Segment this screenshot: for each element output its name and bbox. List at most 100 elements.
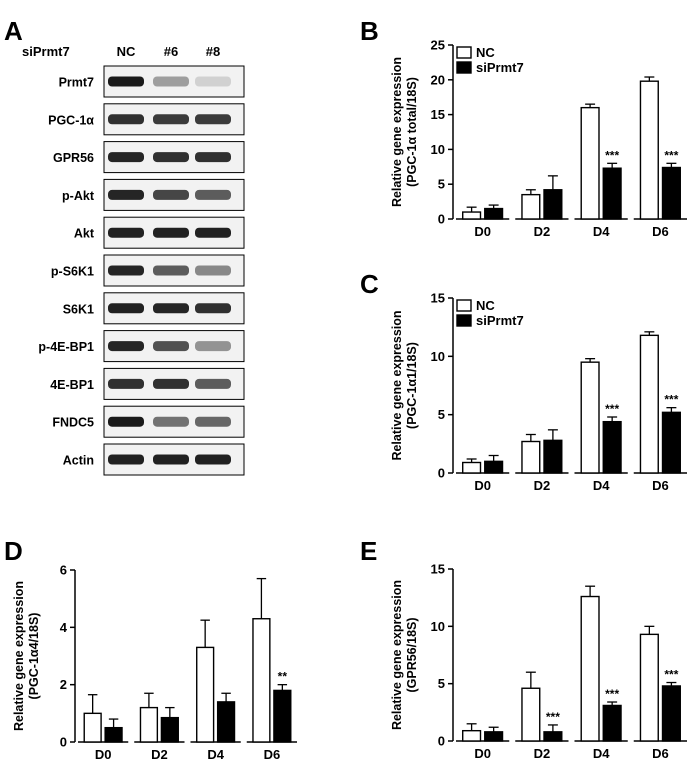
blot-band <box>153 341 189 352</box>
significance-mark: *** <box>605 687 619 701</box>
blot-band <box>108 227 144 238</box>
y-tick-label: 5 <box>438 676 445 691</box>
y-tick-label: 5 <box>438 177 445 192</box>
y-tick-label: 2 <box>60 677 67 692</box>
band-label: p-S6K1 <box>51 265 94 279</box>
bar-nc <box>580 106 600 220</box>
x-tick-label: D0 <box>95 747 112 762</box>
blot-band <box>153 227 189 238</box>
blot-band <box>195 227 231 238</box>
bar-siprmt7 <box>543 439 563 474</box>
bar-nc <box>83 712 102 743</box>
legend-swatch <box>456 61 472 74</box>
x-tick-label: D2 <box>534 746 551 761</box>
bar-nc <box>139 706 159 743</box>
y-tick-label: 0 <box>438 212 445 227</box>
blot-band <box>195 265 231 276</box>
bar-siprmt7 <box>484 207 504 220</box>
bar-siprmt7 <box>661 685 681 742</box>
band-label: S6K1 <box>63 302 94 316</box>
legend-label: siPrmt7 <box>476 60 524 75</box>
panel-label: D <box>4 536 23 566</box>
panel-label-a: A <box>4 16 23 46</box>
lane-label: #6 <box>164 44 178 59</box>
legend-swatch <box>456 299 472 312</box>
blot-band <box>153 454 189 465</box>
y-tick-label: 15 <box>431 291 445 306</box>
band-label: 4E-BP1 <box>50 378 94 392</box>
band-label: p-4E-BP1 <box>38 340 94 354</box>
y-axis-label: Relative gene expression <box>12 581 26 731</box>
bar-nc <box>580 595 600 742</box>
y-tick-label: 20 <box>431 72 445 87</box>
significance-mark: *** <box>546 710 560 724</box>
significance-mark: *** <box>664 148 678 162</box>
bar-siprmt7 <box>273 689 292 743</box>
x-tick-label: D4 <box>593 224 610 239</box>
x-tick-label: D4 <box>207 747 224 762</box>
blot-band <box>108 114 144 125</box>
bar-siprmt7 <box>216 701 236 743</box>
y-tick-label: 5 <box>438 407 445 422</box>
y-axis-label-sub: (PGC-1α1/18S) <box>405 342 419 429</box>
bar-nc <box>639 633 659 742</box>
band-label: p-Akt <box>62 189 95 203</box>
bar-nc <box>196 646 215 743</box>
bar-nc <box>521 193 541 220</box>
legend-label: NC <box>476 45 495 60</box>
significance-mark: ** <box>278 670 288 684</box>
blot-band <box>108 303 144 314</box>
chart-c: C 0 5 10 15 Relative gene expression (PGC-1α1/… <box>360 269 687 493</box>
bar-nc <box>462 461 482 474</box>
blot-band <box>195 378 231 389</box>
blot-band <box>153 114 189 125</box>
y-tick-label: 10 <box>431 619 445 634</box>
significance-mark: *** <box>664 393 678 407</box>
blot-band <box>195 454 231 465</box>
condition-label: siPrmt7 <box>22 44 70 59</box>
band-label: Prmt7 <box>59 76 94 90</box>
y-tick-label: 0 <box>60 735 67 750</box>
blot-band <box>108 76 144 87</box>
chart-b: B 0 5 10 15 20 25 Relative gene expression (PGC-… <box>360 16 687 239</box>
panel-label: B <box>360 16 379 46</box>
band-label: Akt <box>74 227 95 241</box>
x-tick-label: D2 <box>534 478 551 493</box>
panel-label: C <box>360 269 379 299</box>
y-axis-label: Relative gene expression <box>390 310 404 460</box>
y-tick-label: 4 <box>60 620 68 635</box>
significance-mark: *** <box>605 402 619 416</box>
x-tick-label: D6 <box>652 746 669 761</box>
bar-siprmt7 <box>602 420 622 474</box>
blot-band <box>153 76 189 87</box>
significance-mark: *** <box>664 668 678 682</box>
y-tick-label: 10 <box>431 349 445 364</box>
y-axis-label-sub: (PGC-1α total/18S) <box>405 77 419 187</box>
x-tick-label: D0 <box>474 478 491 493</box>
x-tick-label: D4 <box>593 478 610 493</box>
blot-band <box>108 152 144 163</box>
legend-swatch <box>456 46 472 59</box>
blot-band <box>108 416 144 427</box>
blot-band <box>195 416 231 427</box>
x-tick-label: D0 <box>474 224 491 239</box>
legend-label: NC <box>476 298 495 313</box>
x-tick-label: D2 <box>151 747 168 762</box>
y-axis-label: Relative gene expression <box>390 57 404 207</box>
x-tick-label: D6 <box>652 478 669 493</box>
panel-label: E <box>360 536 377 566</box>
chart-e: E 0 5 10 15 Relative gene expression (GPR56/18… <box>360 536 687 761</box>
y-axis-label: Relative gene expression <box>390 580 404 730</box>
y-tick-label: 25 <box>431 38 445 53</box>
y-tick-label: 10 <box>431 142 445 157</box>
x-tick-label: D6 <box>652 224 669 239</box>
bar-siprmt7 <box>160 716 179 743</box>
y-tick-label: 6 <box>60 563 67 578</box>
bar-nc <box>521 687 541 742</box>
y-axis-label-sub: (GPR56/18S) <box>405 617 419 692</box>
y-tick-label: 15 <box>431 107 445 122</box>
bar-siprmt7 <box>543 731 563 742</box>
blot-band <box>108 341 144 352</box>
